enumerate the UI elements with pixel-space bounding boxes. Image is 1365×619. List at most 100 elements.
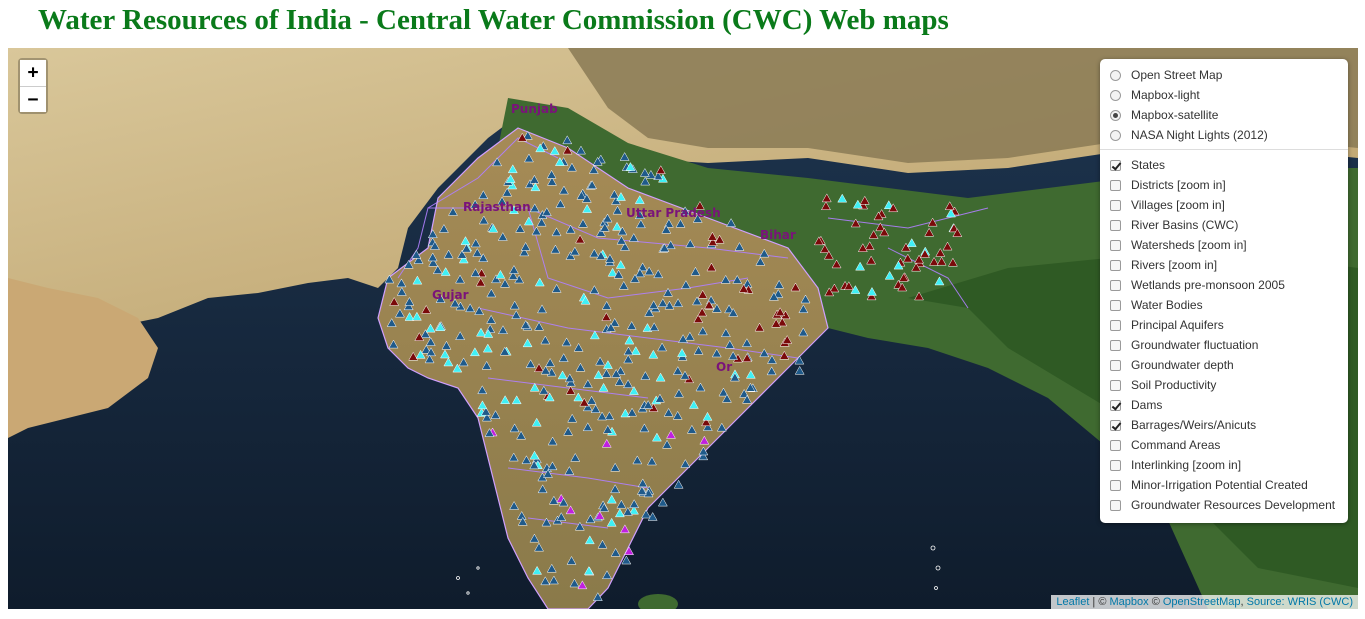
site-marker-icon[interactable]: [411, 249, 422, 259]
site-marker-icon[interactable]: [657, 298, 668, 307]
site-marker-icon[interactable]: [565, 377, 576, 387]
site-marker-icon[interactable]: [574, 521, 585, 531]
site-marker-icon[interactable]: [952, 228, 963, 237]
site-marker-icon[interactable]: [413, 255, 424, 264]
site-marker-icon[interactable]: [906, 238, 917, 247]
site-marker-icon[interactable]: [782, 335, 793, 344]
overlay-option[interactable]: Districts [zoom in]: [1108, 175, 1338, 195]
site-marker-icon[interactable]: [477, 385, 488, 395]
site-marker-icon[interactable]: [664, 300, 675, 310]
site-marker-icon[interactable]: [601, 300, 612, 310]
site-marker-icon[interactable]: [702, 411, 713, 421]
map-view[interactable]: Punjab Rajasthan Uttar Pradesh Bihar Guj…: [8, 48, 1358, 609]
site-marker-icon[interactable]: [420, 329, 431, 338]
site-marker-icon[interactable]: [396, 278, 407, 288]
site-marker-icon[interactable]: [738, 283, 749, 293]
site-marker-icon[interactable]: [626, 320, 637, 330]
site-marker-icon[interactable]: [594, 510, 605, 520]
site-marker-icon[interactable]: [755, 256, 766, 266]
checkbox[interactable]: [1110, 499, 1121, 511]
checkbox[interactable]: [1110, 399, 1121, 411]
site-marker-icon[interactable]: [612, 205, 623, 215]
site-marker-icon[interactable]: [499, 346, 510, 356]
site-marker-icon[interactable]: [754, 322, 765, 332]
site-marker-icon[interactable]: [612, 221, 622, 231]
overlay-option[interactable]: Groundwater fluctuation: [1108, 335, 1338, 355]
site-marker-icon[interactable]: [520, 320, 531, 329]
site-marker-icon[interactable]: [517, 516, 528, 526]
site-marker-icon[interactable]: [549, 146, 560, 155]
site-marker-icon[interactable]: [538, 385, 549, 395]
site-marker-icon[interactable]: [575, 234, 586, 244]
site-marker-icon[interactable]: [426, 347, 436, 357]
site-marker-icon[interactable]: [637, 478, 648, 488]
site-marker-icon[interactable]: [428, 257, 439, 267]
site-marker-icon[interactable]: [620, 408, 631, 418]
site-marker-icon[interactable]: [478, 253, 489, 262]
site-marker-icon[interactable]: [580, 295, 591, 305]
site-marker-icon[interactable]: [529, 533, 540, 543]
site-marker-icon[interactable]: [624, 335, 635, 345]
checkbox[interactable]: [1110, 479, 1121, 491]
site-marker-icon[interactable]: [692, 296, 702, 306]
checkbox[interactable]: [1110, 419, 1121, 431]
site-marker-icon[interactable]: [603, 360, 613, 369]
site-marker-icon[interactable]: [545, 357, 556, 367]
site-marker-icon[interactable]: [435, 322, 446, 331]
checkbox[interactable]: [1110, 199, 1121, 211]
site-marker-icon[interactable]: [529, 460, 540, 470]
site-marker-icon[interactable]: [470, 199, 481, 209]
site-marker-icon[interactable]: [942, 241, 953, 251]
site-marker-icon[interactable]: [698, 451, 709, 461]
site-marker-icon[interactable]: [585, 514, 596, 524]
site-marker-icon[interactable]: [470, 238, 481, 248]
site-marker-icon[interactable]: [537, 304, 547, 314]
site-marker-icon[interactable]: [657, 497, 668, 507]
site-marker-icon[interactable]: [720, 328, 731, 337]
checkbox[interactable]: [1110, 299, 1121, 311]
site-marker-icon[interactable]: [492, 157, 503, 167]
site-marker-icon[interactable]: [944, 201, 955, 210]
site-marker-icon[interactable]: [599, 222, 610, 232]
site-marker-icon[interactable]: [623, 379, 633, 389]
base-layer-option[interactable]: Open Street Map: [1108, 65, 1338, 85]
site-marker-icon[interactable]: [661, 224, 672, 234]
site-marker-icon[interactable]: [855, 261, 866, 271]
site-marker-icon[interactable]: [614, 376, 625, 386]
site-marker-icon[interactable]: [673, 479, 684, 489]
site-marker-icon[interactable]: [663, 287, 673, 297]
site-marker-icon[interactable]: [693, 345, 704, 355]
site-marker-icon[interactable]: [794, 365, 805, 375]
site-marker-icon[interactable]: [412, 275, 423, 285]
site-marker-icon[interactable]: [819, 244, 830, 253]
site-marker-icon[interactable]: [632, 455, 643, 465]
site-marker-icon[interactable]: [639, 167, 650, 177]
site-marker-icon[interactable]: [582, 422, 593, 432]
site-marker-icon[interactable]: [490, 410, 501, 419]
site-marker-icon[interactable]: [686, 424, 697, 434]
site-marker-icon[interactable]: [440, 267, 451, 276]
checkbox[interactable]: [1110, 459, 1121, 471]
site-marker-icon[interactable]: [521, 455, 532, 465]
site-marker-icon[interactable]: [384, 274, 395, 284]
site-marker-icon[interactable]: [547, 461, 558, 471]
site-marker-icon[interactable]: [577, 580, 588, 590]
site-marker-icon[interactable]: [525, 359, 536, 368]
site-marker-icon[interactable]: [529, 382, 540, 392]
site-marker-icon[interactable]: [515, 223, 526, 233]
base-layer-option[interactable]: NASA Night Lights (2012): [1108, 125, 1338, 145]
site-marker-icon[interactable]: [582, 379, 593, 388]
site-marker-icon[interactable]: [924, 227, 935, 237]
site-marker-icon[interactable]: [616, 499, 627, 509]
site-marker-icon[interactable]: [745, 369, 756, 379]
site-marker-icon[interactable]: [615, 366, 626, 375]
site-marker-icon[interactable]: [843, 281, 854, 290]
site-marker-icon[interactable]: [867, 286, 877, 296]
site-marker-icon[interactable]: [584, 535, 595, 545]
site-marker-icon[interactable]: [898, 272, 909, 282]
site-marker-icon[interactable]: [659, 243, 670, 252]
site-marker-icon[interactable]: [946, 208, 956, 218]
site-marker-icon[interactable]: [850, 218, 861, 228]
checkbox[interactable]: [1110, 439, 1121, 451]
site-marker-icon[interactable]: [914, 291, 924, 301]
